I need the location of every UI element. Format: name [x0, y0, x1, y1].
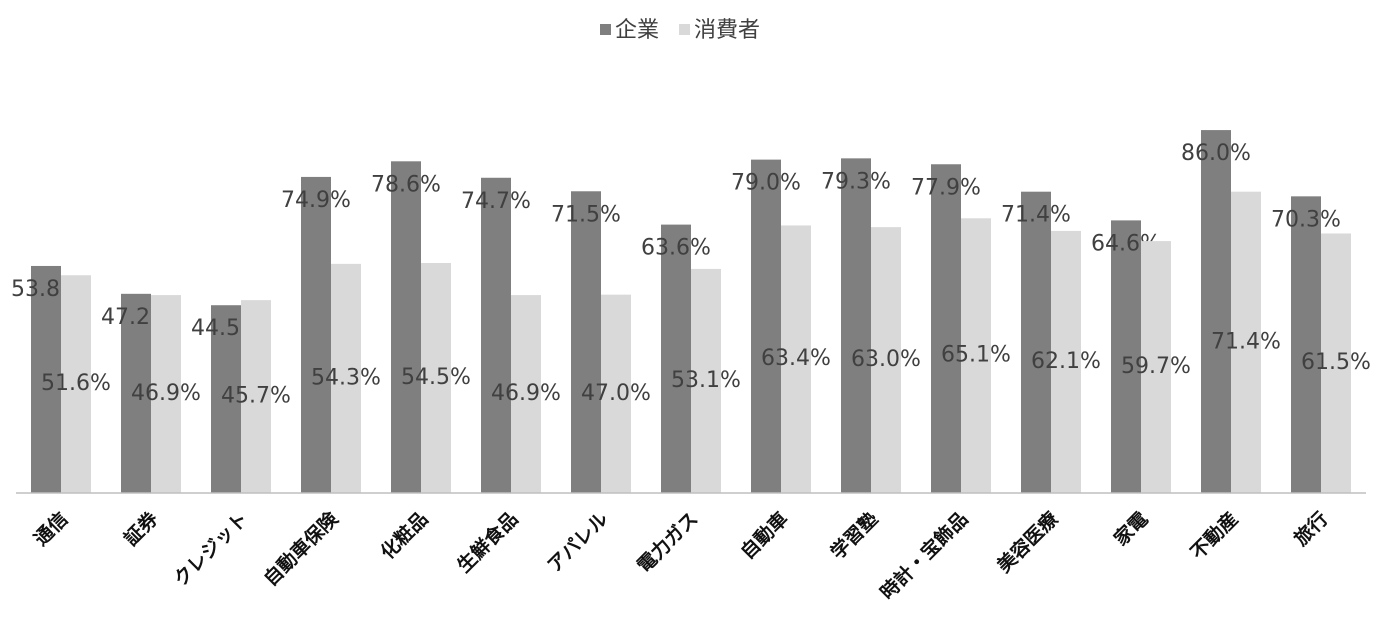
data-label: 54.5%: [401, 365, 471, 390]
bar: [571, 191, 601, 493]
x-tick-label: 時計・宝飾品: [876, 507, 973, 604]
bar: [1051, 230, 1081, 494]
bar: [1321, 233, 1351, 493]
bar: [661, 224, 691, 493]
data-label: 70.3%: [1271, 207, 1341, 232]
bar: [1021, 191, 1051, 493]
bar: [241, 300, 271, 493]
data-label: 45.7%: [221, 384, 291, 409]
data-label: 63.4%: [761, 346, 831, 371]
data-label: 46.9%: [131, 381, 201, 406]
data-label: 61.5%: [1301, 350, 1371, 375]
data-label: 62.1%: [1031, 349, 1101, 374]
bar: [31, 265, 61, 493]
data-label: 78.6%: [371, 172, 441, 197]
data-label: 65.1%: [941, 343, 1011, 368]
bar: [781, 225, 811, 493]
x-tick-label: 電力ガス: [632, 507, 702, 577]
x-tick-label: 生鮮食品: [452, 507, 522, 577]
legend-label: 消費者: [694, 18, 760, 43]
bar: [1111, 220, 1141, 493]
x-tick-label: 学習塾: [826, 507, 883, 564]
bar: [1141, 241, 1171, 493]
data-label: 79.0%: [731, 171, 801, 196]
bar: [391, 161, 421, 494]
data-label: 51.6%: [41, 371, 111, 396]
bar: [301, 176, 331, 493]
x-tick-label: 化粧品: [376, 507, 433, 564]
bar: [331, 263, 361, 493]
data-label: 71.4%: [1001, 203, 1071, 228]
data-label: 71.5%: [551, 202, 621, 227]
x-tick-label: 家電: [1109, 507, 1152, 550]
data-label: 79.3%: [821, 169, 891, 194]
data-label: 71.4%: [1211, 329, 1281, 354]
x-tick-label: 自動車: [736, 507, 793, 564]
bar: [481, 177, 511, 494]
x-tick-label: 通信: [29, 507, 72, 550]
bar: [61, 275, 91, 493]
bar: [931, 164, 961, 493]
data-label: 74.9%: [281, 188, 351, 213]
legend-swatch: [600, 24, 611, 35]
x-tick-label: 自動車保険: [259, 506, 343, 590]
legend-label: 企業: [615, 18, 659, 43]
bar: [121, 293, 151, 493]
data-label: 63.0%: [851, 347, 921, 372]
bar: [871, 227, 901, 493]
x-tick-label: 美容医療: [992, 506, 1063, 577]
bar: [1291, 196, 1321, 494]
data-label: 63.6%: [641, 236, 711, 261]
x-tick-label: 証券: [119, 506, 163, 550]
data-label: 86.0%: [1181, 141, 1251, 166]
bar: [751, 159, 781, 493]
x-tick-label: 旅行: [1289, 507, 1332, 550]
data-label: 74.7%: [461, 189, 531, 214]
legend-swatch: [679, 24, 691, 35]
data-label: 77.9%: [911, 175, 981, 200]
bar: [211, 305, 241, 493]
bar: [601, 294, 631, 493]
x-tick-label: 不動産: [1186, 507, 1243, 564]
data-label: 46.9%: [491, 381, 561, 406]
data-label: 47.0%: [581, 381, 651, 406]
bar: [1201, 130, 1231, 493]
data-label: 59.7%: [1121, 354, 1191, 379]
x-tick-label: アパレル: [543, 508, 612, 577]
bar: [691, 268, 721, 493]
x-tick-label: クレジット: [170, 508, 253, 591]
bar: [151, 295, 181, 493]
bar: [961, 218, 991, 493]
data-label: 53.1%: [671, 368, 741, 393]
bar: [841, 158, 871, 493]
bar: [1231, 191, 1261, 493]
bar: [511, 295, 541, 493]
bar: [421, 263, 451, 493]
data-label: 54.3%: [311, 365, 381, 390]
